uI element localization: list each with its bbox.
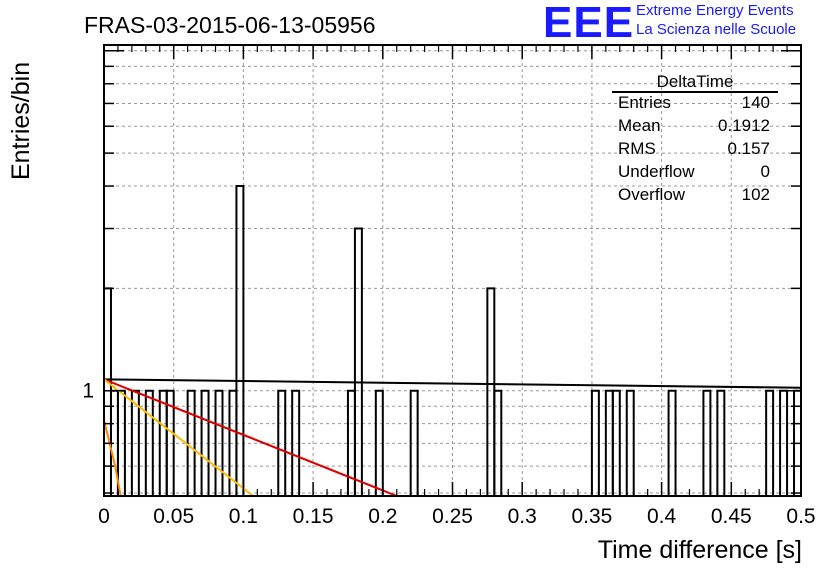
y-tick-label: 1 (82, 380, 94, 403)
fit-line (103, 378, 254, 497)
y-axis-label: Entries/bin (7, 61, 35, 180)
x-tick-label: 0.15 (293, 505, 334, 528)
stats-key: Underflow (618, 162, 695, 181)
histogram-bar (765, 389, 775, 496)
histogram-bar (409, 389, 419, 496)
stats-value: 0.1912 (718, 116, 770, 135)
histogram-bar (625, 389, 635, 496)
fit-line (103, 378, 802, 389)
stats-key: Overflow (618, 185, 686, 204)
plot-frame: 0 0.05 0.1 0.15 0.2 0.25 0.3 0.35 0.4 0.45 0.5 1 (82, 44, 816, 528)
x-tick-label: 0.1 (229, 505, 258, 528)
fit-line (103, 419, 122, 497)
stats-value: 0.157 (727, 139, 770, 158)
fit-lines (103, 378, 802, 497)
histogram-bar (486, 287, 496, 496)
x-tick-label: 0 (98, 505, 110, 528)
fit-line (103, 378, 398, 497)
histogram-bar (716, 389, 726, 496)
stats-value: 102 (741, 185, 770, 204)
eee-logo: EEE (543, 0, 635, 47)
histogram-bar (186, 389, 196, 496)
histogram-bar (493, 389, 503, 496)
x-tick-label: 0.2 (368, 505, 397, 528)
x-tick-label: 0.3 (508, 505, 537, 528)
histogram-bar (611, 389, 621, 496)
stats-key: Mean (618, 116, 661, 135)
histogram-bar (200, 389, 210, 496)
stats-key: Entries (618, 93, 671, 112)
x-tick-label: 0.4 (647, 505, 677, 528)
histogram-bar (103, 287, 112, 496)
histogram-bar (590, 389, 600, 496)
histogram-bar (165, 389, 175, 496)
plot-frame-rect (103, 44, 802, 497)
histogram-bar (130, 389, 140, 496)
chart-title: FRAS-03-2015-06-13-05956 (84, 12, 376, 38)
histogram-bar (214, 389, 224, 496)
x-tick-label: 0.5 (786, 505, 815, 528)
stats-value: 0 (760, 162, 770, 181)
histogram-bar (144, 389, 154, 496)
stats-title: DeltaTime (656, 72, 734, 91)
x-tick-label: 0.05 (153, 505, 194, 528)
x-tick-label: 0.25 (432, 505, 473, 528)
x-tick-label: 0.45 (711, 505, 752, 528)
x-axis-label: Time difference [s] (597, 536, 802, 564)
logo-line-1: Extreme Energy Events (636, 2, 794, 19)
histogram-bar (374, 389, 384, 496)
histogram-bar (353, 227, 363, 496)
histogram-bar (702, 389, 712, 496)
x-tick-label: 0.35 (571, 505, 612, 528)
stats-key: RMS (618, 139, 656, 158)
logo-line-2: La Scienza nelle Scuole (636, 21, 797, 38)
histogram-bar (277, 389, 287, 496)
histogram-bar (291, 389, 301, 496)
histogram-bar (235, 185, 245, 496)
stats-value: 140 (741, 93, 770, 112)
histogram-bar (667, 389, 677, 496)
